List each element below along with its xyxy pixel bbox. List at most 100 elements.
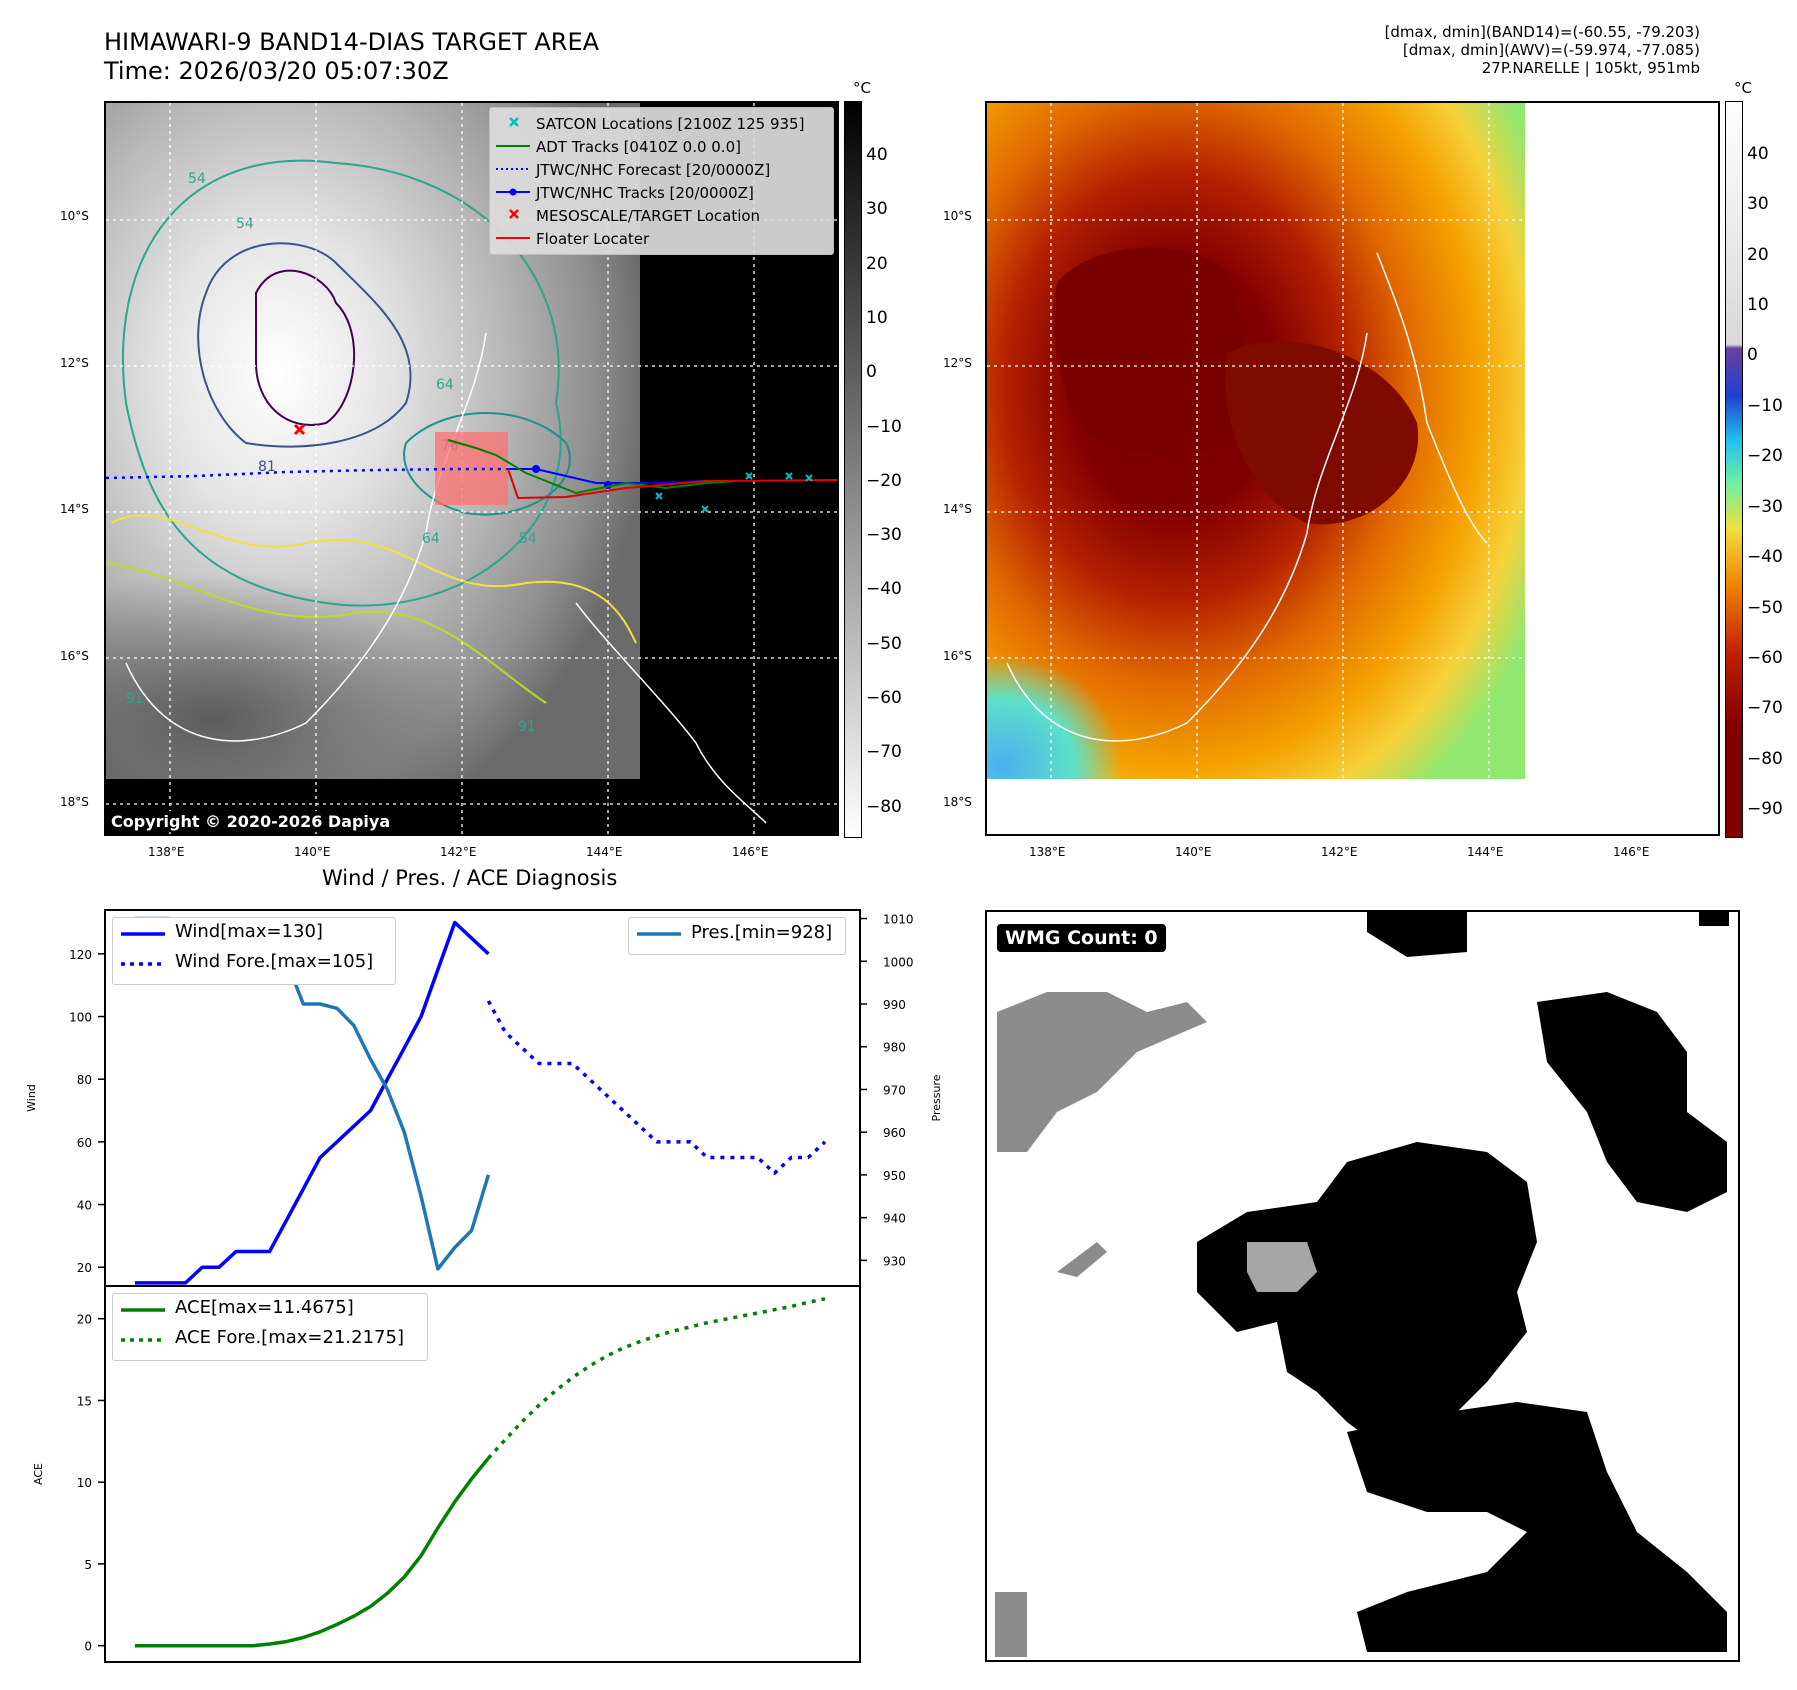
- colorbar-tick-label: −80: [866, 796, 902, 817]
- pressure-y-tick-label: 980: [883, 1041, 906, 1055]
- contour-label: 91: [518, 719, 536, 735]
- lat-label: 14°S: [60, 502, 89, 516]
- lat-label: 14°S: [943, 502, 972, 516]
- legend-item-satcon: SATCON Locations [2100Z 125 935]: [490, 112, 833, 135]
- contour-purple: [255, 269, 356, 426]
- diagnosis-chart: 2040608010012093094095096097098099010001…: [25, 909, 943, 1663]
- lat-label: 10°S: [60, 209, 89, 223]
- ace-y-tick-label: 5: [84, 1558, 92, 1572]
- awv-enhanced-map: [985, 101, 1720, 836]
- pressure-y-tick-label: 960: [883, 1126, 906, 1140]
- colorbar-tick-label: −10: [1747, 395, 1783, 416]
- legend-label: ACE Fore.[max=21.2175]: [175, 1327, 404, 1348]
- colorbar-tick-label: −60: [866, 688, 902, 709]
- lon-label: 146°E: [732, 845, 769, 859]
- jtwc-forecast-track: [106, 467, 506, 480]
- contour-label: 54: [519, 531, 537, 547]
- legend-item-jtwc-forecast: JTWC/NHC Forecast [20/0000Z]: [490, 158, 833, 181]
- wind-y-tick-label: 80: [77, 1073, 92, 1087]
- ace-legend: ACE[max=11.4675] ACE Fore.[max=21.2175]: [112, 1293, 428, 1361]
- wmg-cloud-region: [1347, 1402, 1727, 1652]
- cold-cloud-core: [1053, 247, 1244, 456]
- wmg-gray-region: [1057, 1242, 1107, 1277]
- colorbar-tick-label: −40: [1747, 547, 1783, 568]
- ace-y-tick-label: 0: [84, 1640, 92, 1654]
- lon-label: 146°E: [1613, 845, 1650, 859]
- wind-series-line: [135, 920, 490, 1285]
- colorbar-tick-label: −60: [1747, 647, 1783, 668]
- map-gridlines: [987, 103, 1718, 834]
- map-legend: SATCON Locations [2100Z 125 935] ADT Tra…: [489, 107, 834, 255]
- right-colorbar: [1725, 101, 1743, 838]
- pressure-legend: Pres.[min=928]: [628, 917, 846, 955]
- wind-y-tick-label: 100: [69, 1011, 92, 1025]
- pressure-y-tick-label: 950: [883, 1169, 906, 1183]
- wmg-mask: [995, 912, 1729, 1657]
- legend-item-mesoscale: MESOSCALE/TARGET Location: [490, 204, 833, 227]
- colorbar-tick-label: −30: [1747, 496, 1783, 517]
- legend-label: Wind Fore.[max=105]: [175, 951, 374, 972]
- storm-info-text: 27P.NARELLE | 105kt, 951mb: [1481, 59, 1700, 77]
- contour-cyan-outer: [121, 159, 562, 607]
- lat-label: 10°S: [943, 209, 972, 223]
- wmg-cloud-region: [1537, 992, 1727, 1212]
- awv-map-svg: [987, 103, 1718, 834]
- diagnosis-chart-title: Wind / Pres. / ACE Diagnosis: [322, 866, 618, 890]
- wmg-gray-region: [995, 1592, 1027, 1657]
- colorbar-tick-label: −90: [1747, 799, 1783, 820]
- wmg-gray-region: [1247, 1242, 1317, 1292]
- pressure-y-tick-label: 1000: [883, 955, 914, 969]
- wind-legend: Wind[max=130] Wind Fore.[max=105]: [112, 917, 396, 985]
- satcon-markers: [655, 472, 813, 513]
- colorbar-tick-label: 30: [1747, 194, 1769, 215]
- coastline-east: [575, 602, 767, 824]
- colorbar-tick-label: 40: [1747, 143, 1769, 164]
- floater-box: [435, 432, 508, 505]
- eyewall-region: [1225, 341, 1419, 525]
- colorbar-tick-label: −10: [866, 416, 902, 437]
- pressure-y-tick-label: 940: [883, 1212, 906, 1226]
- lon-label: 138°E: [148, 845, 185, 859]
- ace-forecast-series-line: [487, 1297, 826, 1460]
- ace-y-tick-label: 15: [77, 1394, 92, 1408]
- lat-label: 12°S: [60, 356, 89, 370]
- colorbar-tick-label: −30: [866, 525, 902, 546]
- lon-label: 144°E: [1467, 845, 1504, 859]
- colorbar-tick-label: 0: [1747, 345, 1758, 366]
- right-colorbar-unit: °C: [1734, 79, 1752, 97]
- legend-label: SATCON Locations [2100Z 125 935]: [536, 115, 805, 133]
- copyright-label: Copyright © 2020-2026 Dapiya: [108, 811, 394, 832]
- lon-label: 140°E: [294, 845, 331, 859]
- left-colorbar: [844, 101, 862, 838]
- coastline: [1006, 332, 1368, 742]
- colorbar-tick-label: 0: [866, 362, 877, 383]
- contour-green: [106, 562, 547, 704]
- left-colorbar-unit: °C: [853, 79, 871, 97]
- pressure-y-tick-label: 970: [883, 1083, 906, 1097]
- figure-title-time: Time: 2026/03/20 05:07:30Z: [104, 57, 449, 85]
- contour-label: 64: [436, 377, 454, 393]
- contour-yellow: [110, 514, 637, 644]
- contour-label: 54: [236, 216, 254, 232]
- ace-axis-label: ACE: [32, 1463, 45, 1485]
- lat-label: 16°S: [60, 649, 89, 663]
- colorbar-tick-label: −20: [866, 470, 902, 491]
- mesoscale-target-marker: [293, 423, 306, 436]
- colorbar-tick-label: 20: [866, 253, 888, 274]
- lon-label: 140°E: [1175, 845, 1212, 859]
- colorbar-tick-label: 10: [866, 307, 888, 328]
- wind-axis-label: Wind: [25, 1084, 38, 1112]
- stats-header: [dmax, dmin](BAND14)=(-60.55, -79.203) […: [1385, 23, 1700, 77]
- wmg-cloud-region: [1699, 912, 1729, 926]
- ace-series-line: [135, 1457, 490, 1648]
- wind-y-tick-label: 40: [77, 1199, 92, 1213]
- contour-blue: [197, 242, 412, 448]
- contour-label: 64: [422, 531, 440, 547]
- wind-y-tick-label: 120: [69, 948, 92, 962]
- coastline-east: [1376, 252, 1488, 544]
- wmg-cloud-region: [1197, 1142, 1537, 1452]
- contour-label: 81: [258, 459, 276, 475]
- wmg-count-badge: WMG Count: 0: [997, 924, 1166, 952]
- contour-label: 91: [126, 691, 144, 707]
- colorbar-tick-label: 30: [866, 199, 888, 220]
